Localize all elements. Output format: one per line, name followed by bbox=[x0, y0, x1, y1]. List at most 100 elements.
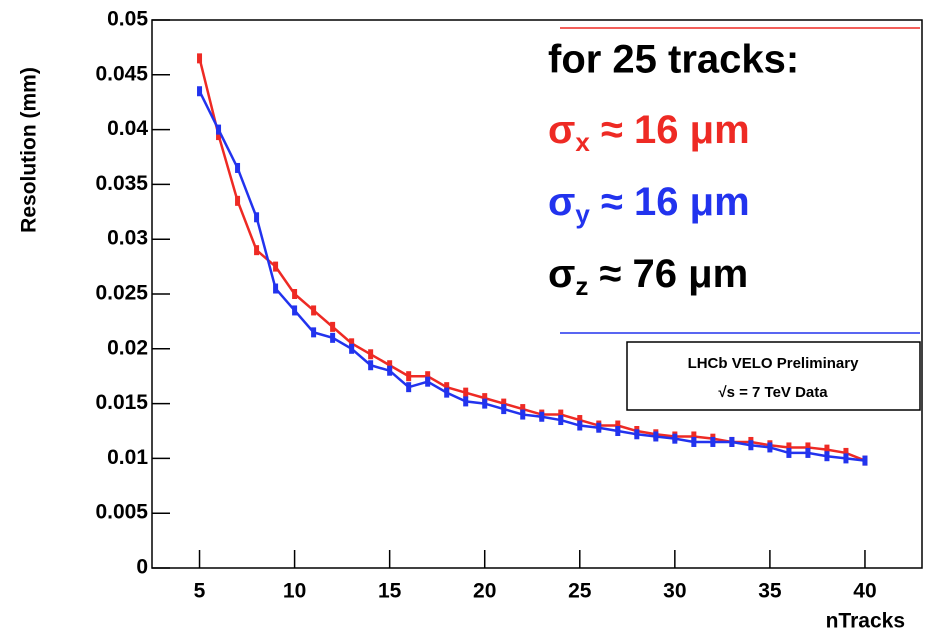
data-point bbox=[387, 360, 393, 371]
data-point bbox=[653, 431, 659, 442]
data-point bbox=[691, 436, 697, 447]
annotation: σz ≈ 76 μm bbox=[548, 252, 748, 301]
series-line bbox=[198, 58, 866, 462]
data-point bbox=[748, 440, 754, 451]
box-text: LHCb VELO Preliminary bbox=[688, 355, 860, 372]
x-tick-label: 30 bbox=[663, 580, 686, 603]
data-point bbox=[843, 447, 849, 458]
data-point bbox=[691, 431, 697, 442]
annotation-subscript: x bbox=[575, 127, 590, 157]
data-point bbox=[615, 420, 621, 431]
data-point bbox=[425, 371, 431, 382]
annotation-subscript: z bbox=[575, 271, 588, 301]
data-point bbox=[349, 343, 355, 354]
y-tick-label: 0 bbox=[136, 556, 148, 579]
annotation: σx ≈ 16 μm bbox=[548, 108, 750, 157]
data-point bbox=[444, 382, 450, 393]
annotation-heading: for 25 tracks: bbox=[548, 38, 799, 82]
x-tick-label: 5 bbox=[194, 580, 206, 603]
data-point bbox=[805, 442, 811, 453]
data-point bbox=[292, 305, 298, 316]
data-point bbox=[311, 327, 317, 338]
y-tick-label: 0.02 bbox=[107, 336, 148, 359]
data-point bbox=[539, 411, 545, 422]
data-point bbox=[520, 404, 526, 415]
annotation-text: ≈ 16 μm bbox=[590, 180, 750, 224]
y-tick-label: 0.005 bbox=[95, 501, 148, 524]
data-point bbox=[216, 124, 222, 135]
data-point bbox=[254, 245, 260, 256]
data-point bbox=[710, 436, 716, 447]
data-point bbox=[292, 289, 298, 299]
data-point bbox=[501, 404, 507, 415]
data-point bbox=[197, 53, 203, 64]
data-point bbox=[520, 409, 526, 420]
data-point bbox=[368, 349, 374, 360]
data-point bbox=[501, 398, 507, 409]
data-point bbox=[862, 455, 868, 466]
y-tick-label: 0.035 bbox=[95, 172, 148, 195]
data-point bbox=[729, 436, 735, 447]
y-axis-title: Resolution (mm) bbox=[18, 67, 41, 233]
data-point bbox=[387, 365, 393, 376]
data-point bbox=[843, 453, 849, 464]
data-point bbox=[672, 433, 678, 444]
data-point bbox=[406, 371, 412, 382]
y-tick-label: 0.015 bbox=[95, 391, 148, 414]
annotation: σy ≈ 16 μm bbox=[548, 180, 750, 229]
data-point bbox=[824, 451, 830, 462]
data-point bbox=[786, 447, 792, 458]
data-point bbox=[368, 360, 374, 371]
data-point bbox=[463, 396, 469, 407]
data-point bbox=[767, 442, 773, 453]
data-point bbox=[330, 321, 336, 332]
data-point bbox=[425, 376, 431, 387]
annotation-symbol: σ bbox=[548, 252, 575, 296]
data-point bbox=[235, 162, 241, 173]
y-tick-label: 0.03 bbox=[107, 227, 148, 250]
series-line bbox=[198, 90, 866, 462]
x-tick-label: 35 bbox=[758, 580, 782, 603]
data-point bbox=[786, 442, 792, 453]
annotation-subscript: y bbox=[575, 199, 590, 229]
annotation-text: ≈ 76 μm bbox=[588, 252, 748, 296]
data-point bbox=[273, 283, 279, 294]
data-point bbox=[330, 332, 336, 343]
data-point bbox=[197, 86, 203, 97]
data-point bbox=[482, 393, 488, 404]
data-point bbox=[558, 409, 564, 420]
x-tick-label: 10 bbox=[283, 580, 306, 603]
x-tick-label: 20 bbox=[473, 580, 496, 603]
data-point bbox=[254, 212, 260, 223]
data-point bbox=[558, 415, 564, 426]
y-tick-label: 0.025 bbox=[95, 282, 148, 305]
x-tick-label: 25 bbox=[568, 580, 592, 603]
box-text: √s = 7 TeV Data bbox=[718, 384, 828, 401]
data-point bbox=[349, 338, 355, 349]
data-point bbox=[615, 426, 621, 436]
y-tick-label: 0.05 bbox=[107, 8, 148, 31]
data-point bbox=[824, 444, 830, 455]
x-tick-label: 15 bbox=[378, 580, 402, 603]
data-point bbox=[805, 447, 811, 458]
data-point bbox=[463, 387, 469, 398]
data-point bbox=[273, 261, 279, 272]
data-point bbox=[577, 415, 583, 426]
annotation-text: ≈ 16 μm bbox=[590, 108, 750, 152]
data-point bbox=[235, 195, 241, 206]
y-tick-label: 0.045 bbox=[95, 62, 148, 85]
data-point bbox=[216, 130, 222, 141]
data-point bbox=[596, 422, 602, 433]
plot-frame bbox=[151, 19, 923, 569]
data-point bbox=[444, 387, 450, 398]
data-point bbox=[406, 382, 412, 393]
y-tick-label: 0.01 bbox=[107, 446, 148, 469]
data-point bbox=[311, 305, 317, 316]
data-point bbox=[482, 398, 488, 409]
data-point bbox=[634, 429, 640, 440]
x-tick-label: 40 bbox=[853, 580, 876, 603]
info-box bbox=[626, 341, 921, 411]
annotation-symbol: σ bbox=[548, 180, 575, 224]
annotation-symbol: σ bbox=[548, 108, 575, 152]
